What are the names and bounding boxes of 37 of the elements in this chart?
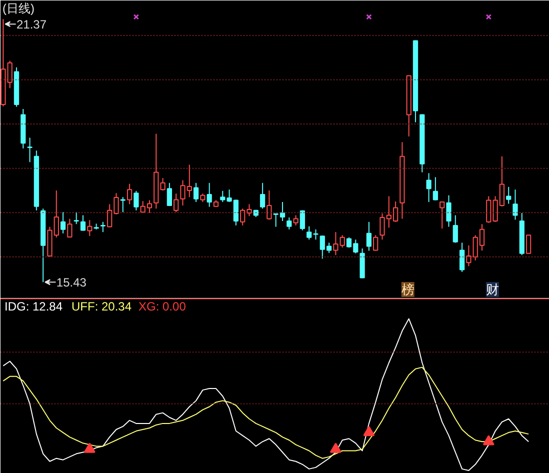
- candlestick: [446, 194, 452, 228]
- candlestick: [526, 234, 532, 254]
- candlestick: [452, 214, 458, 244]
- candlestick: [193, 182, 199, 202]
- candlestick: [166, 182, 172, 206]
- candlestick: [426, 172, 432, 202]
- text: XG: 0.00: [138, 300, 186, 314]
- text: UFF: 20.34: [72, 300, 132, 314]
- candlestick: [174, 193, 179, 213]
- candlestick: [87, 220, 92, 237]
- chart-title: (日线): [2, 2, 34, 16]
- annotation: 榜: [401, 282, 414, 297]
- candlestick: [80, 214, 86, 232]
- candlestick: [100, 221, 106, 233]
- candlestick: [512, 189, 518, 220]
- candlestick: [67, 218, 72, 238]
- candlestick: [74, 212, 79, 225]
- candlestick: [440, 201, 445, 230]
- annotation: 财: [486, 282, 499, 297]
- candlestick: [27, 137, 32, 163]
- annotation: 21.37: [16, 18, 47, 32]
- candlestick: [266, 190, 272, 220]
- candlestick: [60, 212, 66, 234]
- annotation: 15.43: [56, 276, 87, 290]
- candlestick: [459, 242, 465, 272]
- text: IDG: 12.84: [4, 300, 63, 314]
- candlestick: [293, 214, 298, 226]
- candlestick: [126, 183, 132, 205]
- candlestick: [373, 234, 378, 252]
- candlestick: [366, 221, 372, 252]
- candlestick: [432, 176, 438, 201]
- candlestick: [134, 190, 139, 211]
- candlestick: [286, 216, 292, 230]
- candlestick: [206, 182, 212, 208]
- candlestick: [300, 210, 306, 231]
- candlestick: [260, 182, 266, 210]
- candlestick: [506, 186, 512, 204]
